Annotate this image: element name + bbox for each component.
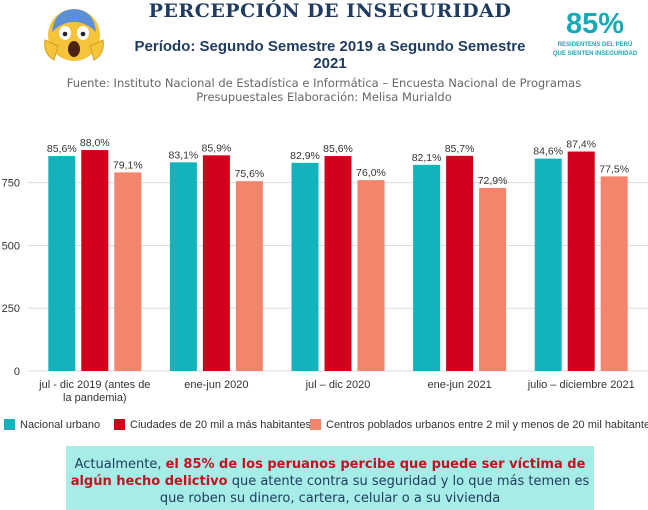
- data-label: 85,9%: [202, 142, 232, 154]
- bar: [291, 162, 319, 371]
- x-tick-label: julio – diciembre 2021: [527, 379, 635, 391]
- y-tick-label: 500: [2, 240, 20, 252]
- data-label: 72,9%: [478, 175, 508, 187]
- bar: [446, 155, 474, 371]
- x-tick-label: jul – dic 2020: [305, 379, 371, 391]
- data-label: 76,0%: [356, 167, 386, 179]
- data-label: 88,0%: [80, 137, 110, 149]
- legend-item: Centros poblados urbanos entre 2 mil y m…: [310, 418, 648, 432]
- y-tick-label: 750: [2, 178, 20, 190]
- stat-value: 85%: [565, 8, 625, 40]
- legend-swatch: [4, 419, 15, 430]
- source-line-2: Presupuestales Elaboración: Melisa Muria…: [196, 90, 452, 104]
- source-line-1: Fuente: Instituto Nacional de Estadístic…: [66, 76, 582, 90]
- legend-label: Nacional urbano: [20, 419, 101, 431]
- page-title: PERCEPCIÓN DE INSEGURIDAD: [148, 0, 512, 22]
- data-label: 82,1%: [412, 152, 442, 164]
- bar: [324, 156, 352, 371]
- legend-item: Ciudades de 20 mil a más habitantes: [114, 418, 311, 432]
- footer-callout: Actualmente, el 85% de los peruanos perc…: [66, 446, 594, 510]
- x-tick-label: jul - dic 2019 (antes de: [38, 379, 150, 391]
- bar: [169, 162, 197, 371]
- x-tick-label: la pandemia): [63, 392, 127, 404]
- chart-legend: Nacional urbano Ciudades de 20 mil a más …: [4, 418, 648, 434]
- bar: [48, 156, 76, 371]
- y-tick-label: 250: [2, 303, 20, 315]
- bar: [534, 158, 562, 371]
- footer-highlight: el 85% de los peruanos percibe que puede…: [70, 457, 586, 489]
- legend-item: Nacional urbano: [4, 418, 100, 432]
- bar: [202, 155, 230, 371]
- data-label: 75,6%: [235, 168, 265, 180]
- x-tick-label: ene-jun 2021: [427, 379, 491, 391]
- legend-label: Ciudades de 20 mil a más habitantes: [130, 419, 311, 431]
- data-label: 85,6%: [323, 143, 353, 155]
- screaming-face-icon: [44, 9, 104, 61]
- data-label: 85,6%: [47, 143, 77, 155]
- data-label: 82,9%: [290, 150, 320, 162]
- footer-suffix: que atente contra su seguridad y lo que …: [159, 474, 590, 506]
- data-label: 87,4%: [566, 139, 596, 151]
- bar: [114, 172, 142, 371]
- source-note: Fuente: Instituto Nacional de Estadístic…: [60, 76, 588, 104]
- stat-caption: RESIDENTENS DEL PERÚ QUE SIENTEN INSEGUR…: [552, 42, 638, 57]
- data-label: 79,1%: [113, 159, 143, 171]
- footer-prefix: Actualmente,: [74, 457, 166, 472]
- bar: [235, 181, 263, 371]
- bar: [479, 187, 507, 371]
- y-tick-label: 0: [14, 366, 20, 378]
- data-label: 83,1%: [169, 149, 199, 161]
- bar: [357, 180, 385, 371]
- bar: [81, 150, 109, 371]
- legend-swatch: [114, 419, 125, 430]
- legend-label: Centros poblados urbanos entre 2 mil y m…: [326, 419, 648, 431]
- bar: [567, 151, 595, 371]
- data-label: 84,6%: [533, 146, 563, 158]
- bar: [413, 164, 441, 371]
- bar: [600, 176, 628, 371]
- data-label: 77,5%: [599, 163, 629, 175]
- period-subtitle: Período: Segundo Semestre 2019 a Segundo…: [134, 38, 526, 72]
- legend-swatch: [310, 419, 321, 430]
- data-label: 85,7%: [445, 143, 475, 155]
- x-tick-label: ene-jun 2020: [184, 379, 248, 391]
